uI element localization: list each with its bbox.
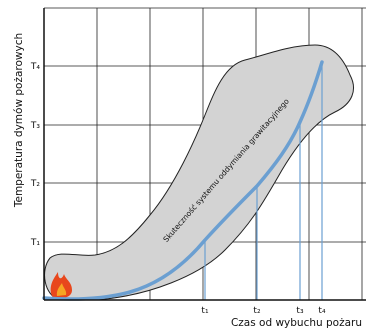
time-label: t₂ [253, 306, 261, 316]
time-label: t₄ [318, 306, 326, 316]
x-axis-label: Czas od wybuchu pożaru [231, 317, 362, 329]
level-label: T₁ [30, 238, 40, 248]
level-label: T₃ [30, 121, 40, 131]
time-label: t₃ [296, 306, 304, 316]
time-label: t₁ [201, 306, 209, 316]
diagram: T₄ T₃ T₂ T₁ t₁ t₂ t₃ t₄ Czas od wybuchu … [0, 0, 366, 333]
y-axis-label: Temperatura dymów pożarowych [13, 33, 25, 208]
level-label: T₂ [30, 179, 40, 189]
level-label: T₄ [30, 62, 40, 72]
